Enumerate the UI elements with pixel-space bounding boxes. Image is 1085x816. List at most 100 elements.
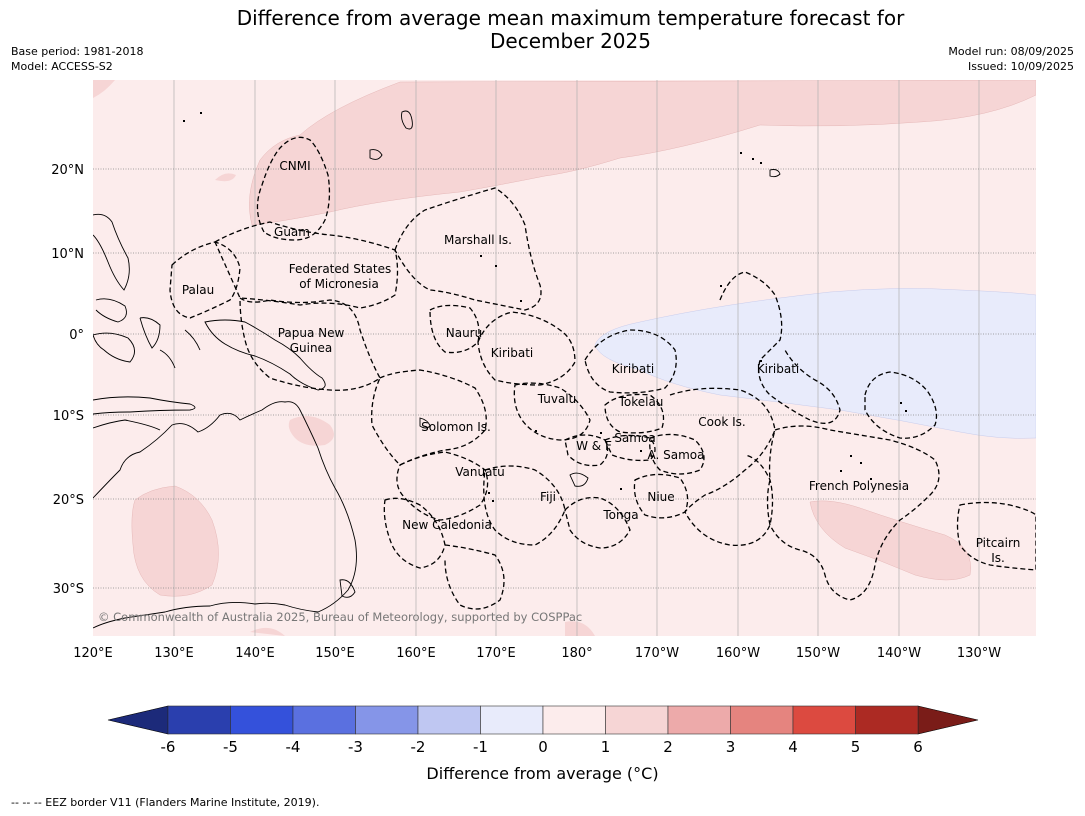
colorbar-segment — [167, 705, 231, 735]
label-french-polynesia: French Polynesia — [809, 479, 909, 493]
label-solomon: Solomon Is. — [421, 420, 491, 434]
colorbar-tick: -2 — [411, 738, 426, 756]
colorbar-tick: 4 — [788, 738, 798, 756]
lon-label: 150°E — [315, 646, 355, 661]
label-wf: W & F — [576, 439, 612, 453]
lat-label: 0° — [69, 328, 84, 343]
lat-label: 30°S — [53, 582, 84, 597]
warm-anomaly-corner — [93, 80, 115, 98]
colorbar-segment — [730, 705, 794, 735]
cool-anomaly-east — [594, 288, 1036, 439]
label-new-caledonia: New Caledonia — [402, 518, 492, 532]
colorbar-segment — [855, 705, 919, 735]
meta-right: Model run: 08/09/2025 Issued: 10/09/2025 — [948, 44, 1074, 74]
lon-label: 180° — [561, 646, 592, 661]
parallel-lines — [93, 168, 1036, 589]
base-period: Base period: 1981-2018 — [11, 45, 144, 58]
label-fsm-2: of Micronesia — [299, 277, 379, 291]
lon-label: 140°W — [877, 646, 921, 661]
title-line-1: Difference from average mean maximum tem… — [236, 6, 905, 30]
colorbar-segment — [667, 705, 731, 735]
colorbar-tick: -6 — [161, 738, 176, 756]
lon-label: 120°E — [73, 646, 113, 661]
label-tonga: Tonga — [602, 508, 638, 522]
label-png-1: Papua New — [278, 326, 345, 340]
longitude-labels: 120°E 130°E 140°E 150°E 160°E 170°E 180° 170°W 1… — [73, 646, 1001, 661]
label-nauru: Nauru — [446, 326, 482, 340]
label-tokelau: Tokelau — [618, 395, 664, 409]
warm-anomaly-small-south2 — [565, 621, 595, 636]
warm-anomaly-coral-sea — [288, 416, 334, 446]
latitude-labels: 20°N 10°N 0° 10°S 20°S 30°S — [51, 163, 84, 597]
title-line-2: December 2025 — [490, 29, 651, 53]
warm-anomaly-north — [249, 80, 1036, 226]
colorbar-tick: 6 — [913, 738, 923, 756]
lon-label: 130°W — [957, 646, 1001, 661]
colorbar-segment — [542, 705, 606, 735]
lat-label: 10°S — [53, 409, 84, 424]
colorbar-tick: -5 — [223, 738, 238, 756]
colorbar-segment — [605, 705, 669, 735]
label-fsm-1: Federated States — [289, 262, 391, 276]
label-png-2: Guinea — [290, 341, 333, 355]
colorbar-under-triangle — [107, 705, 169, 735]
model-name: Model: ACCESS-S2 — [11, 60, 113, 73]
colorbar-segment — [230, 705, 294, 735]
label-kiribati-west: Kiribati — [491, 346, 533, 360]
copyright-text: © Commonwealth of Australia 2025, Bureau… — [98, 610, 582, 624]
label-kiribati-central: Kiribati — [612, 362, 654, 376]
lat-label: 20°N — [51, 163, 84, 178]
colorbar-segment — [792, 705, 856, 735]
lat-label: 10°N — [51, 247, 84, 262]
warm-anomaly-australia — [131, 485, 219, 597]
place-labels: CNMI Guam Marshall Is. Federated States … — [182, 159, 1020, 565]
meridian-lines — [173, 80, 980, 636]
chart-title: Difference from average mean maximum tem… — [0, 7, 1085, 53]
warm-anomaly-southeast — [809, 500, 971, 581]
model-run: Model run: 08/09/2025 — [948, 45, 1074, 58]
lon-label: 170°W — [635, 646, 679, 661]
label-american-samoa: A. Samoa — [648, 448, 705, 462]
warm-anomaly-small — [215, 173, 236, 182]
label-marshall: Marshall Is. — [444, 233, 512, 247]
label-kiribati-east: Kiribati — [757, 362, 799, 376]
lon-label: 150°W — [796, 646, 840, 661]
warm-anomaly-small-south — [250, 627, 285, 636]
colorbar-tick: -3 — [348, 738, 363, 756]
lon-label: 140°E — [235, 646, 275, 661]
eez-footnote: -- -- -- EEZ border V11 (Flanders Marine… — [11, 796, 320, 809]
meta-left: Base period: 1981-2018 Model: ACCESS-S2 — [11, 44, 143, 74]
colorbar-tick: -1 — [473, 738, 488, 756]
label-niue: Niue — [647, 490, 674, 504]
colorbar-segment — [355, 705, 419, 735]
label-fiji: Fiji — [540, 490, 556, 504]
colorbar-tick: 2 — [663, 738, 673, 756]
colorbar-segment — [292, 705, 356, 735]
colorbar-segment — [417, 705, 481, 735]
label-palau: Palau — [182, 283, 214, 297]
label-tuvalu: Tuvalu — [537, 392, 577, 406]
island-dots — [183, 112, 907, 502]
label-cook: Cook Is. — [698, 415, 745, 429]
label-pitcairn-2: Is. — [991, 551, 1005, 565]
coastlines — [93, 110, 781, 629]
lon-label: 160°W — [716, 646, 760, 661]
label-samoa: Samoa — [614, 431, 655, 445]
label-vanuatu: Vanuatu — [455, 465, 505, 479]
lon-label: 160°E — [396, 646, 436, 661]
lon-label: 130°E — [154, 646, 194, 661]
colorbar: -6 -5 -4 -3 -2 -1 0 1 2 3 4 5 6 — [107, 705, 979, 756]
lat-label: 20°S — [53, 493, 84, 508]
colorbar-tick: -4 — [286, 738, 301, 756]
colorbar-tick: 3 — [726, 738, 736, 756]
colorbar-segment — [480, 705, 544, 735]
label-guam: Guam — [274, 225, 310, 239]
label-pitcairn-1: Pitcairn — [976, 536, 1021, 550]
colorbar-label: Difference from average (°C) — [426, 764, 659, 783]
label-cnmi: CNMI — [279, 159, 310, 173]
colorbar-tick: 5 — [851, 738, 861, 756]
colorbar-tick: 1 — [601, 738, 611, 756]
eez-borders — [169, 136, 1036, 610]
colorbar-over-triangle — [917, 705, 979, 735]
issued-date: Issued: 10/09/2025 — [967, 60, 1074, 73]
